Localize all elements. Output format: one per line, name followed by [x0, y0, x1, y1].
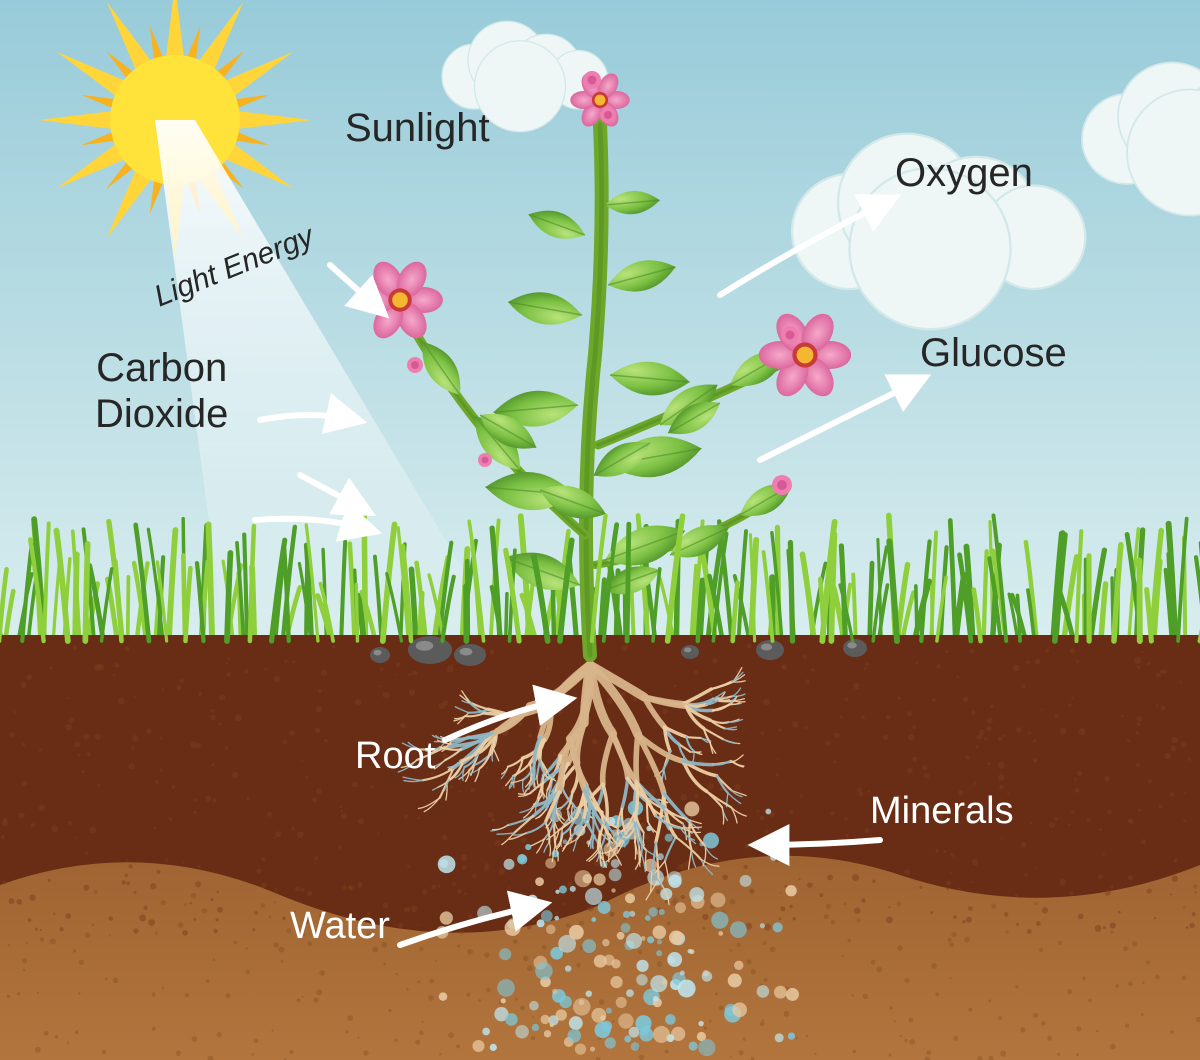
- label-minerals: Minerals: [870, 790, 1014, 834]
- label-water: Water: [290, 905, 390, 949]
- label-glucose: Glucose: [920, 330, 1067, 376]
- label-oxygen: Oxygen: [895, 150, 1033, 196]
- label-sunlight: Sunlight: [345, 105, 490, 151]
- photosynthesis-diagram: Sunlight Light Energy Carbon Dioxide Oxy…: [0, 0, 1200, 1060]
- label-root: Root: [355, 735, 435, 779]
- label-carbon-dioxide: Carbon Dioxide: [95, 345, 228, 437]
